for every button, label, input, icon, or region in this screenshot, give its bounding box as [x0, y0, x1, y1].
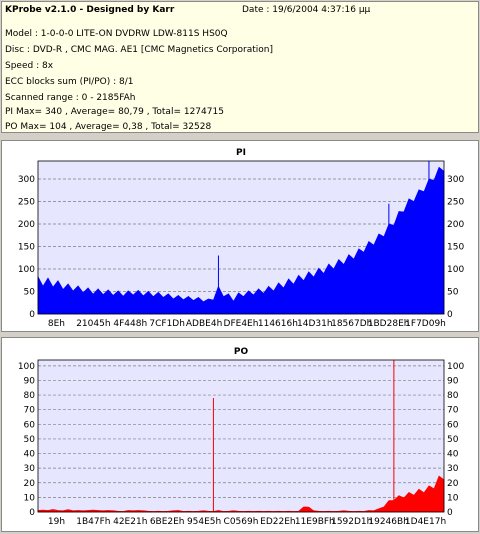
y-tick-label-left: 100 — [18, 362, 35, 372]
x-tick-label: 18567Dh — [331, 319, 372, 329]
y-tick-label-right: 70 — [447, 406, 459, 416]
pi-chart: PI 0 0 50 50 100 100 150 150 200 200 250 250 300 300 8E… — [18, 148, 465, 329]
chart-title: PI — [236, 148, 246, 158]
x-tick-label: DFE4Eh — [224, 319, 259, 329]
x-tick-label: 19246Bh — [368, 517, 409, 527]
y-tick-label-left: 150 — [18, 243, 35, 253]
y-tick-label-left: 30 — [24, 464, 36, 474]
y-tick-label-left: 250 — [18, 198, 35, 208]
x-tick-label: 21045h — [76, 319, 110, 329]
drive-model: Model : 1-0-0-0 LITE-ON DVDRW LDW-811S H… — [5, 29, 228, 39]
y-tick-label-left: 40 — [24, 450, 36, 460]
x-tick-label: ED22Eh — [260, 517, 295, 527]
y-tick-label-left: 70 — [24, 406, 36, 416]
plot-border — [37, 160, 445, 315]
info-panel: KProbe v2.1.0 - Designed by Karr Date : … — [1, 1, 479, 133]
y-tick-label-right: 50 — [447, 288, 459, 298]
y-tick-label-left: 300 — [18, 175, 35, 185]
ecc-blocks: ECC blocks sum (PI/PO) : 8/1 — [5, 77, 134, 87]
y-tick-label-left: 60 — [24, 420, 36, 430]
po-chart-panel: PO 0 0 10 10 20 20 30 30 40 40 50 50 60 60 70 70 80 80 90 90… — [1, 337, 479, 532]
x-tick-label: 8Eh — [48, 319, 65, 329]
pi-stats: PI Max= 340 , Average= 80,79 , Total= 12… — [5, 107, 224, 117]
y-tick-label-right: 90 — [447, 376, 459, 386]
x-tick-label: 14D31h — [297, 319, 333, 329]
y-tick-label-left: 50 — [24, 435, 36, 445]
x-tick-label: 6BE2Eh — [150, 517, 185, 527]
x-tick-label: ADBE4h — [186, 319, 222, 329]
x-tick-label: 114616h — [258, 319, 298, 329]
x-tick-label: 954E5h — [187, 517, 221, 527]
x-tick-label: 1F7D09h — [405, 319, 446, 329]
scan-date: Date : 19/6/2004 4:37:16 μμ — [242, 5, 371, 15]
y-tick-label-left: 0 — [29, 508, 35, 518]
y-tick-label-right: 300 — [447, 175, 464, 185]
plot-border — [37, 359, 445, 513]
x-tick-label: 1592D1h — [331, 517, 372, 527]
pi-chart-panel: PI 0 0 50 50 100 100 150 150 200 200 250 250 300 300 8E… — [1, 140, 479, 332]
y-tick-label-left: 80 — [24, 391, 36, 401]
po-chart: PO 0 0 10 10 20 20 30 30 40 40 50 50 60 60 70 70 80 80 90 90… — [18, 347, 465, 527]
x-tick-label: 1D4E17h — [405, 517, 446, 527]
y-tick-label-left: 0 — [29, 310, 35, 320]
y-tick-label-left: 10 — [24, 493, 36, 503]
x-tick-label: 42E21h — [113, 517, 147, 527]
y-tick-label-right: 100 — [447, 265, 464, 275]
y-tick-label-right: 60 — [447, 420, 459, 430]
y-tick-label-right: 10 — [447, 493, 459, 503]
y-tick-label-right: 150 — [447, 243, 464, 253]
y-tick-label-left: 100 — [18, 265, 35, 275]
scan-speed: Speed : 8x — [5, 61, 54, 71]
y-tick-label-left: 20 — [24, 479, 36, 489]
app-title: KProbe v2.1.0 - Designed by Karr — [5, 5, 175, 15]
x-tick-label: C0569h — [224, 517, 259, 527]
scanned-range: Scanned range : 0 - 2185FAh — [5, 93, 136, 103]
y-tick-label-right: 250 — [447, 198, 464, 208]
y-tick-label-right: 40 — [447, 450, 459, 460]
x-tick-label: 1BD28Eh — [368, 319, 410, 329]
series-area — [37, 166, 445, 315]
x-tick-label: 19h — [48, 517, 65, 527]
y-tick-label-right: 0 — [447, 310, 453, 320]
chart-title: PO — [234, 347, 249, 357]
po-stats: PO Max= 104 , Average= 0,38 , Total= 325… — [5, 122, 212, 132]
y-tick-label-right: 100 — [447, 362, 464, 372]
x-tick-label: 11E9BFh — [295, 517, 335, 527]
y-tick-label-right: 50 — [447, 435, 459, 445]
y-tick-label-left: 50 — [24, 288, 36, 298]
disc-info: Disc : DVD-R , CMC MAG. AE1 [CMC Magneti… — [5, 45, 273, 55]
y-tick-label-left: 90 — [24, 376, 36, 386]
y-tick-label-left: 200 — [18, 220, 35, 230]
x-tick-label: 4F448h — [113, 319, 147, 329]
y-tick-label-right: 200 — [447, 220, 464, 230]
y-tick-label-right: 80 — [447, 391, 459, 401]
y-tick-label-right: 0 — [447, 508, 453, 518]
x-tick-label: 7CF1Dh — [149, 319, 185, 329]
y-tick-label-right: 30 — [447, 464, 459, 474]
series-area — [37, 475, 445, 513]
x-tick-label: 1B47Fh — [76, 517, 110, 527]
y-tick-label-right: 20 — [447, 479, 459, 489]
plot-area — [38, 360, 444, 512]
